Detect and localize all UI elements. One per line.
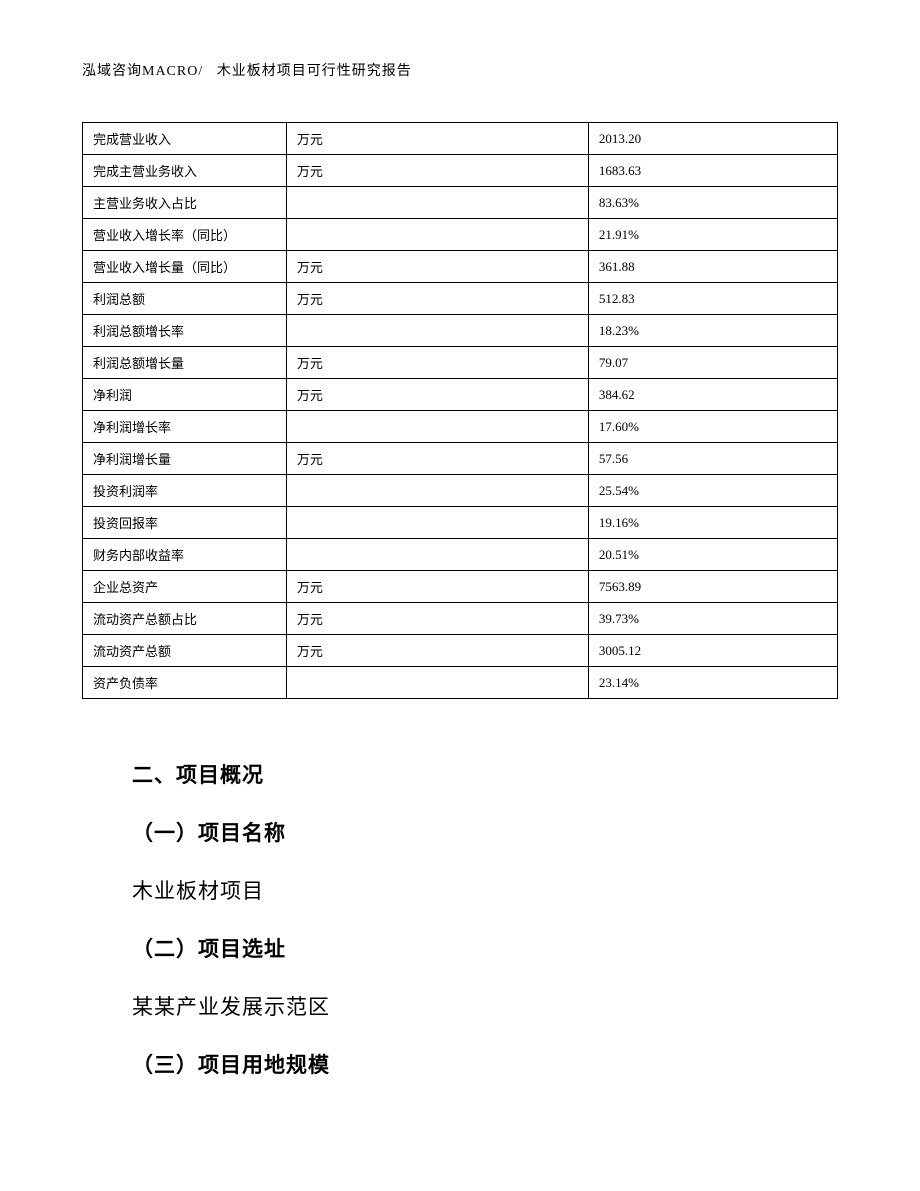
project-location-text: 某某产业发展示范区: [132, 991, 838, 1021]
row-value: 25.54%: [588, 475, 837, 507]
row-value: 39.73%: [588, 603, 837, 635]
row-label: 净利润增长量: [83, 443, 287, 475]
row-unit: [286, 507, 588, 539]
row-label: 流动资产总额占比: [83, 603, 287, 635]
row-label: 利润总额: [83, 283, 287, 315]
table-row: 企业总资产万元7563.89: [83, 571, 838, 603]
row-label: 流动资产总额: [83, 635, 287, 667]
section-heading-overview: 二、项目概况: [132, 759, 838, 789]
row-value: 384.62: [588, 379, 837, 411]
document-page: 泓域咨询MACRO/ 木业板材项目可行性研究报告 完成营业收入万元2013.20…: [0, 0, 920, 1167]
table-row: 完成主营业务收入万元1683.63: [83, 155, 838, 187]
row-unit: [286, 411, 588, 443]
row-unit: [286, 187, 588, 219]
row-unit: 万元: [286, 603, 588, 635]
row-value: 2013.20: [588, 123, 837, 155]
row-unit: 万元: [286, 123, 588, 155]
row-label: 营业收入增长量（同比）: [83, 251, 287, 283]
table-row: 营业收入增长量（同比）万元361.88: [83, 251, 838, 283]
row-label: 净利润增长率: [83, 411, 287, 443]
table-row: 资产负债率 23.14%: [83, 667, 838, 699]
row-value: 17.60%: [588, 411, 837, 443]
row-unit: 万元: [286, 347, 588, 379]
row-unit: [286, 219, 588, 251]
row-label: 投资利润率: [83, 475, 287, 507]
row-value: 1683.63: [588, 155, 837, 187]
row-label: 主营业务收入占比: [83, 187, 287, 219]
row-value: 57.56: [588, 443, 837, 475]
row-unit: 万元: [286, 443, 588, 475]
row-unit: 万元: [286, 379, 588, 411]
row-label: 利润总额增长量: [83, 347, 287, 379]
table-row: 投资回报率 19.16%: [83, 507, 838, 539]
table-body: 完成营业收入万元2013.20 完成主营业务收入万元1683.63 主营业务收入…: [83, 123, 838, 699]
table-row: 完成营业收入万元2013.20: [83, 123, 838, 155]
row-value: 512.83: [588, 283, 837, 315]
table-row: 主营业务收入占比 83.63%: [83, 187, 838, 219]
row-value: 23.14%: [588, 667, 837, 699]
row-value: 83.63%: [588, 187, 837, 219]
row-label: 企业总资产: [83, 571, 287, 603]
row-unit: [286, 475, 588, 507]
table-row: 净利润增长率 17.60%: [83, 411, 838, 443]
row-value: 79.07: [588, 347, 837, 379]
row-unit: 万元: [286, 155, 588, 187]
row-unit: 万元: [286, 635, 588, 667]
row-label: 完成营业收入: [83, 123, 287, 155]
row-value: 21.91%: [588, 219, 837, 251]
table-row: 投资利润率 25.54%: [83, 475, 838, 507]
row-value: 19.16%: [588, 507, 837, 539]
table-row: 净利润增长量万元57.56: [83, 443, 838, 475]
table-row: 营业收入增长率（同比） 21.91%: [83, 219, 838, 251]
table-row: 利润总额增长量万元79.07: [83, 347, 838, 379]
row-unit: [286, 539, 588, 571]
row-value: 3005.12: [588, 635, 837, 667]
table-row: 净利润万元384.62: [83, 379, 838, 411]
project-name-text: 木业板材项目: [132, 875, 838, 905]
row-label: 财务内部收益率: [83, 539, 287, 571]
row-unit: [286, 667, 588, 699]
header-title: 木业板材项目可行性研究报告: [217, 64, 412, 79]
table-row: 利润总额万元512.83: [83, 283, 838, 315]
row-value: 361.88: [588, 251, 837, 283]
row-unit: 万元: [286, 251, 588, 283]
row-label: 营业收入增长率（同比）: [83, 219, 287, 251]
sub-heading-location: （二）项目选址: [132, 933, 838, 963]
row-label: 净利润: [83, 379, 287, 411]
table-row: 利润总额增长率 18.23%: [83, 315, 838, 347]
sub-heading-name: （一）项目名称: [132, 817, 838, 847]
row-unit: 万元: [286, 571, 588, 603]
table-row: 财务内部收益率 20.51%: [83, 539, 838, 571]
row-label: 利润总额增长率: [83, 315, 287, 347]
row-label: 完成主营业务收入: [83, 155, 287, 187]
row-label: 投资回报率: [83, 507, 287, 539]
table-row: 流动资产总额占比万元39.73%: [83, 603, 838, 635]
row-value: 7563.89: [588, 571, 837, 603]
row-value: 18.23%: [588, 315, 837, 347]
row-unit: 万元: [286, 283, 588, 315]
row-value: 20.51%: [588, 539, 837, 571]
row-label: 资产负债率: [83, 667, 287, 699]
financial-table: 完成营业收入万元2013.20 完成主营业务收入万元1683.63 主营业务收入…: [82, 122, 838, 699]
row-unit: [286, 315, 588, 347]
sub-heading-land: （三）项目用地规模: [132, 1049, 838, 1079]
table-row: 流动资产总额万元3005.12: [83, 635, 838, 667]
header-company: 泓域咨询MACRO/: [82, 64, 203, 79]
page-header: 泓域咨询MACRO/ 木业板材项目可行性研究报告: [82, 60, 838, 80]
